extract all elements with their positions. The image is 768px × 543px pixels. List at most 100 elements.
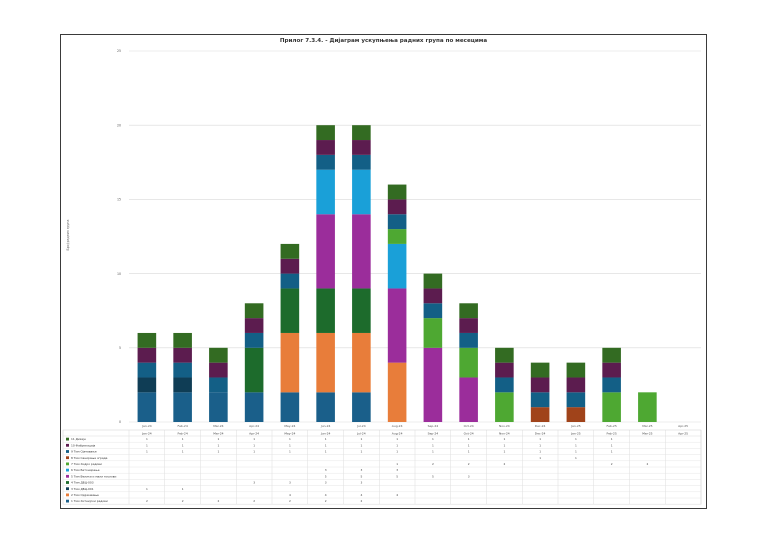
table-cell: 1 <box>182 450 184 454</box>
table-header-cell: Oct-24 <box>464 431 474 435</box>
table-cell: 1 <box>396 443 398 447</box>
bar-segment-9-Aug-24 <box>387 214 407 230</box>
bar-segment-10-Oct-24 <box>459 318 478 333</box>
legend-entry: 5 Тим Велики и мали послови <box>71 474 116 478</box>
bar-segment-11-May-24 <box>280 243 300 259</box>
bar-segment-2-Aug-24 <box>387 362 407 422</box>
bar-segment-10-Dec-24 <box>530 377 550 393</box>
table-cell: 1 <box>217 437 219 441</box>
bar-segment-2-Jul-24 <box>352 332 371 393</box>
bar-segment-4-Jul-24 <box>352 288 371 333</box>
table-cell: 1 <box>325 437 327 441</box>
table-cell: 2 <box>360 499 362 503</box>
table-header-cell: Jan-25 <box>570 431 581 435</box>
bar-segment-9-Sep-24 <box>423 303 443 319</box>
bar-segment-4-May-24 <box>280 288 300 333</box>
legend-entry: 4 Тим ДБЦ-003 <box>71 481 94 485</box>
table-cell: 2 <box>182 499 184 503</box>
bar-segment-11-Dec-24 <box>530 362 550 378</box>
table-header-cell: Mar-24 <box>213 431 223 435</box>
bar-segment-5-Aug-24 <box>387 288 407 363</box>
bar-segment-11-Nov-24 <box>495 347 514 363</box>
legend-swatch <box>66 450 69 453</box>
table-cell: 1 <box>217 443 219 447</box>
table-cell: 5 <box>325 474 327 478</box>
table-cell: 3 <box>360 481 362 485</box>
table-cell: 1 <box>575 450 577 454</box>
x-tick-label: Jan-25 <box>570 424 581 428</box>
table-cell: 1 <box>503 443 505 447</box>
bar-segment-10-Nov-24 <box>495 362 514 378</box>
legend-entry: 3 Тим ДБЦ-001 <box>71 487 94 491</box>
table-cell: 1 <box>575 443 577 447</box>
table-cell: 1 <box>503 450 505 454</box>
table-cell: 3 <box>325 468 327 472</box>
table-header-cell: Jul-24 <box>356 431 366 435</box>
table-cell: 1 <box>253 443 255 447</box>
x-tick-label: Dec-24 <box>535 424 546 428</box>
bar-segment-1-Jul-24 <box>352 392 371 422</box>
x-tick-label: Apr-25 <box>678 424 688 428</box>
x-tick-label: Feb-24 <box>178 424 188 428</box>
bar-segment-11-Aug-24 <box>387 184 407 200</box>
legend-swatch <box>66 487 69 491</box>
table-cell: 1 <box>396 437 398 441</box>
table-cell: 1 <box>503 437 505 441</box>
bar-segment-10-Aug-24 <box>387 199 407 215</box>
legend-swatch <box>66 499 69 503</box>
table-cell: 2 <box>325 499 327 503</box>
table-header-cell: May-24 <box>284 431 295 435</box>
bar-segment-7-Feb-25 <box>602 392 621 422</box>
bar-segment-10-Feb-24 <box>173 347 192 363</box>
table-header-cell: Sep-24 <box>428 431 439 435</box>
table-header-cell: Apr-25 <box>678 431 688 435</box>
bar-segment-10-May-24 <box>280 258 300 274</box>
chart-sheet: Прилог 7.3.4. - Дијаграм ускупњења радни… <box>60 34 707 509</box>
table-cell: 5 <box>432 474 434 478</box>
table-cell: 2 <box>432 462 434 466</box>
y-tick-label: 0 <box>119 420 121 424</box>
table-cell: 1 <box>146 443 148 447</box>
table-cell: 1 <box>146 437 148 441</box>
table-cell: 2 <box>217 499 219 503</box>
table-cell: 1 <box>253 437 255 441</box>
bar-segment-5-Sep-24 <box>423 347 443 422</box>
bar-segment-11-Apr-24 <box>244 303 264 319</box>
bar-segment-7-Oct-24 <box>459 347 478 378</box>
table-cell: 1 <box>325 443 327 447</box>
bar-segment-10-Sep-24 <box>423 288 443 304</box>
legend-swatch <box>66 443 69 447</box>
table-cell: 1 <box>432 443 434 447</box>
y-tick-label: 25 <box>117 49 121 53</box>
table-cell: 1 <box>289 443 291 447</box>
table-cell: 4 <box>360 493 362 497</box>
bar-segment-9-Apr-24 <box>244 332 264 348</box>
legend-swatch <box>66 493 69 497</box>
bar-segment-11-Sep-24 <box>423 273 443 289</box>
table-cell: 3 <box>253 481 255 485</box>
table-cell: 1 <box>468 437 470 441</box>
legend-entry: 8 Тим Санирање зграда <box>71 456 108 460</box>
x-tick-label: Mar-25 <box>642 424 652 428</box>
bar-segment-9-Jun-24 <box>316 154 335 170</box>
bar-segment-10-Apr-24 <box>244 318 264 333</box>
table-header-cell: Mar-25 <box>642 431 652 435</box>
table-cell: 4 <box>396 493 398 497</box>
bar-segment-1-Jun-24 <box>316 392 335 422</box>
bar-segment-11-Jan-25 <box>566 362 586 378</box>
x-tick-label: Nov-24 <box>499 424 510 428</box>
y-tick-label: 20 <box>117 123 121 127</box>
bar-segment-3-Feb-24 <box>173 377 192 393</box>
bar-segment-9-Nov-24 <box>495 377 514 393</box>
x-tick-label: Mar-24 <box>213 424 223 428</box>
bar-segment-1-Jan-24 <box>137 392 157 422</box>
table-cell: 2 <box>289 499 291 503</box>
legend-entry: 9 Тим Ојачавање <box>71 450 97 454</box>
table-cell: 2 <box>646 462 648 466</box>
table-cell: 1 <box>468 450 470 454</box>
legend-swatch <box>66 462 69 466</box>
bar-segment-4-Apr-24 <box>244 347 264 393</box>
bar-segment-1-Mar-24 <box>209 392 228 422</box>
table-cell: 1 <box>360 443 362 447</box>
